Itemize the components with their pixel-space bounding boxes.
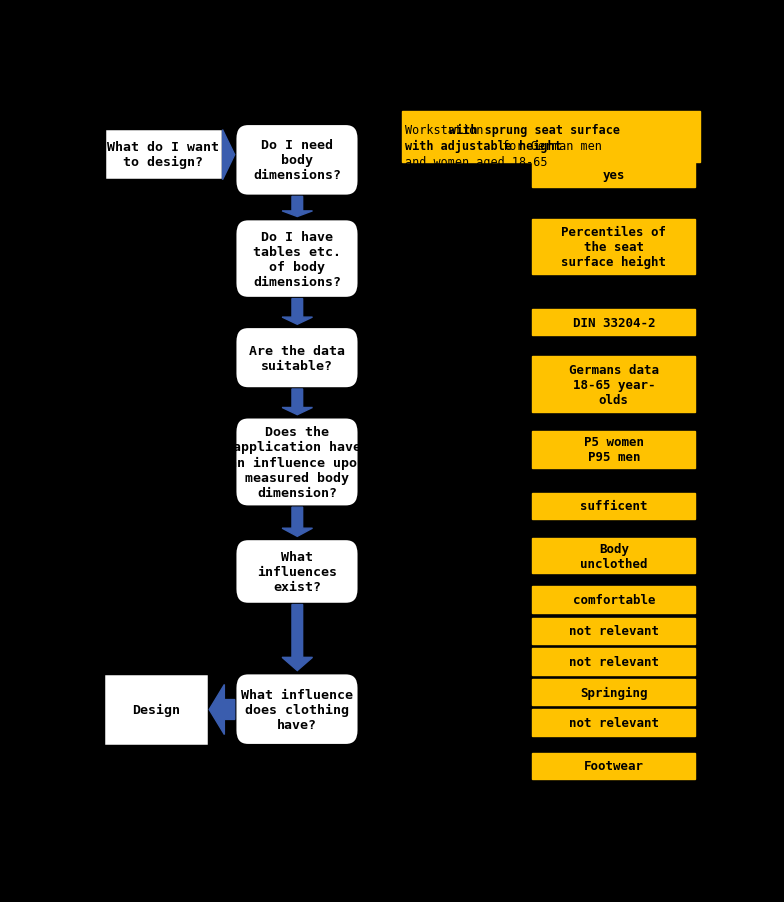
Bar: [401, 112, 699, 162]
Text: sufficent: sufficent: [580, 500, 648, 512]
Bar: [532, 432, 695, 468]
Bar: [532, 219, 695, 275]
Bar: [532, 538, 695, 574]
Text: Workstation: Workstation: [405, 124, 490, 137]
Text: Body
unclothed: Body unclothed: [580, 542, 648, 570]
Bar: [532, 710, 695, 736]
Bar: [532, 753, 695, 779]
Text: Design: Design: [132, 703, 180, 716]
Text: What
influences
exist?: What influences exist?: [257, 550, 337, 594]
FancyArrow shape: [282, 299, 313, 325]
FancyArrow shape: [282, 198, 313, 217]
Text: What influence
does clothing
have?: What influence does clothing have?: [241, 688, 353, 731]
FancyBboxPatch shape: [234, 418, 359, 508]
Text: and women aged 18-65: and women aged 18-65: [405, 156, 547, 170]
Bar: [532, 357, 695, 412]
Bar: [532, 679, 695, 705]
Text: Percentiles of
the seat
surface height: Percentiles of the seat surface height: [561, 226, 666, 269]
Text: Does the
application have
an influence upon
measured body
dimension?: Does the application have an influence u…: [229, 426, 365, 499]
Text: Germans data
18-65 year-
olds: Germans data 18-65 year- olds: [569, 364, 659, 406]
Text: Springing: Springing: [580, 686, 648, 699]
Text: P5 women
P95 men: P5 women P95 men: [584, 436, 644, 464]
Text: yes: yes: [603, 169, 625, 181]
Text: Do I have
tables etc.
of body
dimensions?: Do I have tables etc. of body dimensions…: [253, 230, 341, 289]
FancyBboxPatch shape: [234, 673, 359, 746]
Bar: [532, 161, 695, 189]
Bar: [103, 673, 209, 746]
Text: for German men: for German men: [495, 140, 601, 153]
Text: not relevant: not relevant: [569, 716, 659, 730]
Bar: [532, 587, 695, 613]
FancyBboxPatch shape: [234, 538, 359, 605]
FancyArrow shape: [282, 605, 313, 671]
FancyBboxPatch shape: [234, 124, 359, 198]
Text: Are the data
suitable?: Are the data suitable?: [249, 345, 345, 373]
FancyArrow shape: [209, 685, 234, 735]
FancyArrow shape: [223, 131, 234, 180]
Bar: [532, 309, 695, 336]
Bar: [532, 493, 695, 520]
Text: Do I need
body
dimensions?: Do I need body dimensions?: [253, 139, 341, 182]
Bar: [104, 129, 223, 181]
Text: What do I want
to design?: What do I want to design?: [107, 141, 220, 170]
Bar: [532, 618, 695, 644]
Text: not relevant: not relevant: [569, 625, 659, 638]
Bar: [532, 649, 695, 675]
Text: DIN 33204-2: DIN 33204-2: [572, 317, 655, 329]
Text: comfortable: comfortable: [572, 594, 655, 606]
Text: with sprung seat surface: with sprung seat surface: [448, 124, 619, 137]
FancyArrow shape: [282, 390, 313, 415]
Text: with adjustable height: with adjustable height: [405, 140, 561, 153]
Text: not relevant: not relevant: [569, 655, 659, 668]
FancyBboxPatch shape: [234, 327, 359, 390]
Text: Footwear: Footwear: [584, 759, 644, 772]
FancyArrow shape: [282, 508, 313, 537]
FancyBboxPatch shape: [234, 219, 359, 299]
